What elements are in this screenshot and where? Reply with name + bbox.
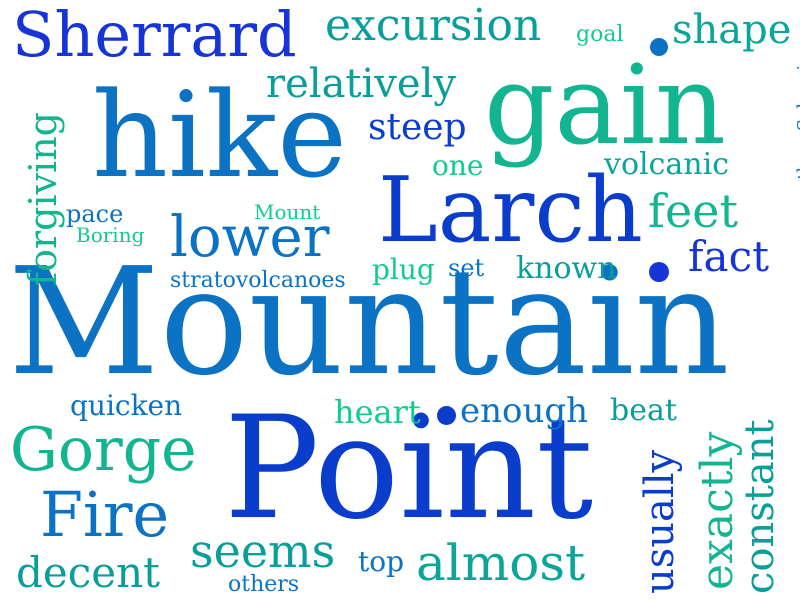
word-goal: goal (576, 22, 624, 47)
word-usually: usually (637, 449, 683, 594)
word-almost: almost (416, 534, 586, 592)
word-gain: gain (484, 41, 727, 169)
word-set: set (448, 254, 485, 282)
word-stratovolcanoes: stratovolcanoes (170, 268, 346, 293)
word-one: one (432, 149, 484, 182)
word-threesylvania: threeSylvania (794, 54, 800, 180)
word-point: Point (224, 386, 594, 551)
word-larch: Larch (378, 158, 643, 263)
word-feet: feet (648, 184, 738, 238)
word-relatively: relatively (266, 61, 456, 107)
word-heart: heart (334, 393, 421, 431)
word-lower: lower (170, 205, 330, 270)
word-others: others (228, 572, 300, 597)
word-constant: constant (737, 419, 783, 594)
word-beat: beat (610, 393, 677, 428)
word-top: top (358, 545, 405, 578)
word-seems: seems (190, 524, 336, 578)
word-quicken: quicken (70, 389, 183, 422)
word-mount: Mount (254, 200, 321, 224)
word-hike: hike (92, 66, 348, 204)
word-steep: steep (368, 107, 467, 148)
dot-3 (437, 406, 456, 425)
word-enough: enough (460, 391, 589, 431)
word-exactly: exactly (692, 431, 743, 590)
word-boring: Boring (76, 223, 145, 247)
dot-1 (650, 38, 668, 56)
word-decent: decent (16, 548, 161, 597)
word-pace: pace (66, 200, 124, 228)
word-excursion: excursion (325, 0, 542, 51)
word-mountain: Mountain (8, 236, 730, 408)
word-sherrard: Sherrard (12, 0, 297, 71)
word-volcanic: volcanic (604, 147, 730, 182)
word-known: known (516, 251, 617, 286)
word-forgiving: forgiving (21, 111, 65, 286)
word-fire: Fire (40, 478, 170, 551)
dot-2 (649, 262, 669, 282)
word-gorge: Gorge (10, 415, 197, 485)
word-plug: plug (372, 253, 435, 286)
word-shape: shape (672, 7, 792, 53)
word-fact: fact (688, 232, 769, 281)
